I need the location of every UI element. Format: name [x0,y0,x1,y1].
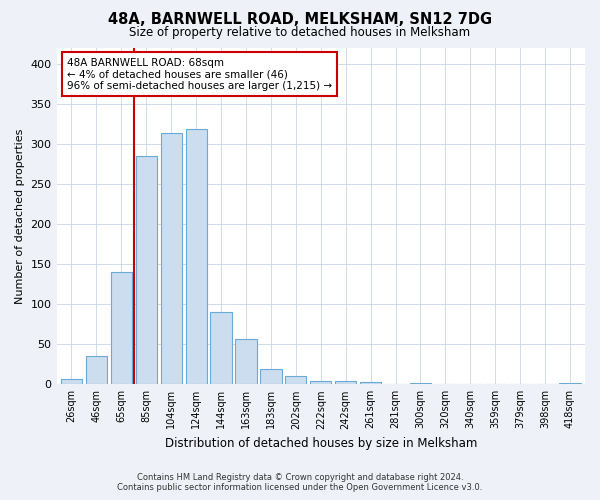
Text: Contains HM Land Registry data © Crown copyright and database right 2024.
Contai: Contains HM Land Registry data © Crown c… [118,473,482,492]
Text: 48A BARNWELL ROAD: 68sqm
← 4% of detached houses are smaller (46)
96% of semi-de: 48A BARNWELL ROAD: 68sqm ← 4% of detache… [67,58,332,91]
Text: Size of property relative to detached houses in Melksham: Size of property relative to detached ho… [130,26,470,39]
Bar [86,356,107,384]
Text: 48A, BARNWELL ROAD, MELKSHAM, SN12 7DG: 48A, BARNWELL ROAD, MELKSHAM, SN12 7DG [108,12,492,28]
Bar [61,380,82,384]
Bar [410,382,431,384]
Bar [285,376,307,384]
Bar [260,369,281,384]
Bar [161,134,182,384]
Bar [136,156,157,384]
Bar [360,382,381,384]
Bar [211,312,232,384]
Bar [559,382,581,384]
Bar [235,338,257,384]
Bar [310,381,331,384]
Bar [111,272,132,384]
Bar [335,381,356,384]
Bar [185,130,207,384]
Y-axis label: Number of detached properties: Number of detached properties [15,128,25,304]
X-axis label: Distribution of detached houses by size in Melksham: Distribution of detached houses by size … [164,437,477,450]
